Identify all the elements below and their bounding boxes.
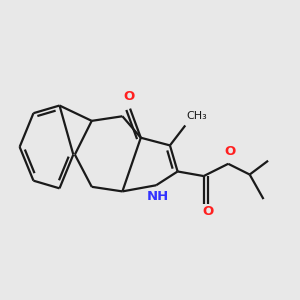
Text: O: O bbox=[123, 90, 134, 103]
Text: NH: NH bbox=[146, 190, 169, 203]
Text: O: O bbox=[203, 205, 214, 218]
Text: CH₃: CH₃ bbox=[187, 111, 208, 121]
Text: O: O bbox=[224, 145, 236, 158]
